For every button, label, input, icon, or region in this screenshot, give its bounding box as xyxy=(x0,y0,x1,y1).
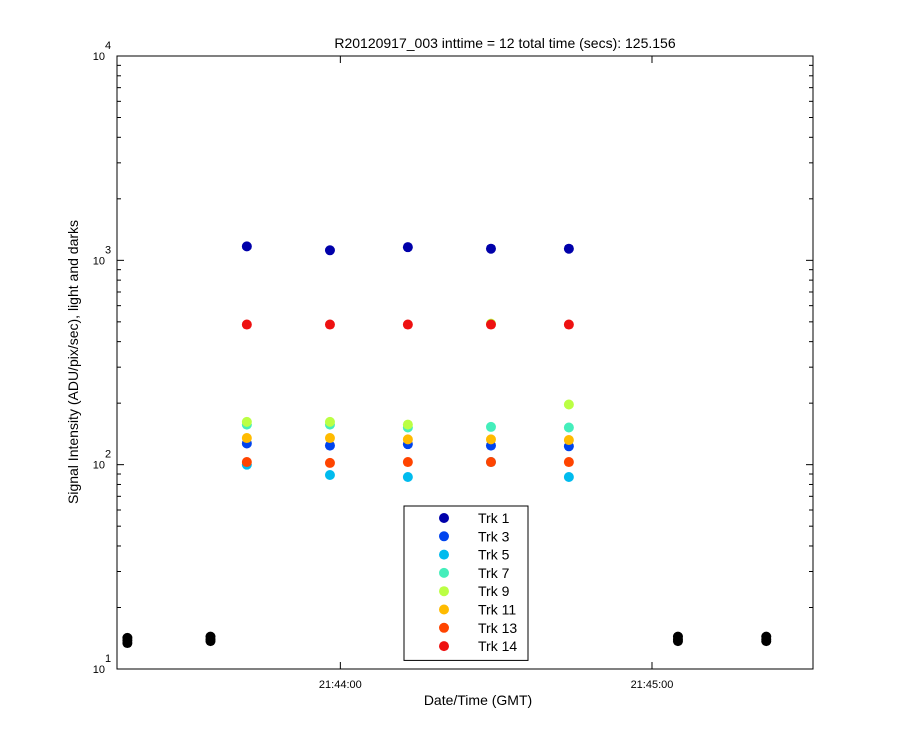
data-point xyxy=(402,434,413,445)
data-point xyxy=(324,245,335,256)
y-tick-label: 10 xyxy=(93,460,105,472)
data-point xyxy=(324,319,335,330)
legend-label: Trk 7 xyxy=(478,565,510,581)
data-point xyxy=(241,241,252,252)
data-point xyxy=(563,472,574,483)
data-point xyxy=(563,243,574,254)
data-point xyxy=(241,433,252,444)
y-tick-exponent: 2 xyxy=(105,449,111,461)
series-trk-11 xyxy=(241,433,574,446)
data-point xyxy=(485,457,496,468)
legend: Trk 1 Trk 3 Trk 5 Trk 7 Trk 9 Trk 11 Trk 13 Trk… xyxy=(403,505,529,661)
x-axis-title: Date/Time (GMT) xyxy=(424,692,532,708)
y-tick-label: 10 xyxy=(93,664,105,676)
legend-label: Trk 11 xyxy=(478,602,516,618)
legend-label: Trk 13 xyxy=(478,620,517,636)
data-point xyxy=(324,433,335,444)
data-point xyxy=(485,421,496,432)
legend-marker xyxy=(439,641,449,652)
legend-marker xyxy=(439,567,449,578)
data-point xyxy=(563,319,574,330)
legend-label: Trk 9 xyxy=(478,583,510,599)
data-point xyxy=(324,457,335,468)
series-trk-14 xyxy=(241,319,574,330)
legend-marker xyxy=(439,513,449,523)
series-trk-13 xyxy=(241,457,574,468)
data-point xyxy=(563,399,574,410)
chart-title: R20120917_003 inttime = 12 total time (s… xyxy=(334,35,675,51)
y-tick-label: 10 xyxy=(93,51,105,63)
legend-marker xyxy=(439,549,449,560)
data-point xyxy=(402,457,413,468)
y-tick-exponent: 1 xyxy=(105,653,111,665)
data-point xyxy=(324,440,335,451)
x-tick-label: 21:44:00 xyxy=(319,679,362,691)
data-point xyxy=(324,470,335,481)
legend-marker xyxy=(439,531,449,542)
legend-label: Trk 1 xyxy=(478,510,510,526)
legend-label: Trk 3 xyxy=(478,528,510,544)
y-axis-title: Signal Intensity (ADU/pix/sec), light an… xyxy=(65,220,81,504)
series-trk-1 xyxy=(241,241,574,256)
y-tick-exponent: 4 xyxy=(105,40,111,52)
data-point xyxy=(761,636,772,647)
data-point xyxy=(485,243,496,254)
data-point xyxy=(402,472,413,483)
legend-marker xyxy=(439,604,449,615)
legend-marker xyxy=(439,622,449,633)
data-point xyxy=(563,435,574,446)
data-point xyxy=(672,636,683,647)
data-point xyxy=(205,636,216,647)
data-point xyxy=(241,416,252,427)
x-tick-label: 21:45:00 xyxy=(631,679,674,691)
data-point xyxy=(402,319,413,330)
data-point xyxy=(241,319,252,330)
data-point xyxy=(563,457,574,468)
data-point xyxy=(563,422,574,433)
y-tick-exponent: 3 xyxy=(105,244,111,256)
data-point xyxy=(402,419,413,430)
data-point xyxy=(402,242,413,253)
data-point xyxy=(324,416,335,427)
y-tick-label: 10 xyxy=(93,255,105,267)
legend-box xyxy=(403,505,529,661)
data-point xyxy=(485,319,496,330)
data-point xyxy=(241,457,252,468)
data-point xyxy=(485,434,496,445)
legend-marker xyxy=(439,586,449,597)
legend-label: Trk 5 xyxy=(478,547,510,563)
data-point xyxy=(122,638,133,649)
axes-frame xyxy=(116,55,814,670)
legend-label: Trk 14 xyxy=(478,638,517,654)
series-dark-frames xyxy=(122,631,772,649)
